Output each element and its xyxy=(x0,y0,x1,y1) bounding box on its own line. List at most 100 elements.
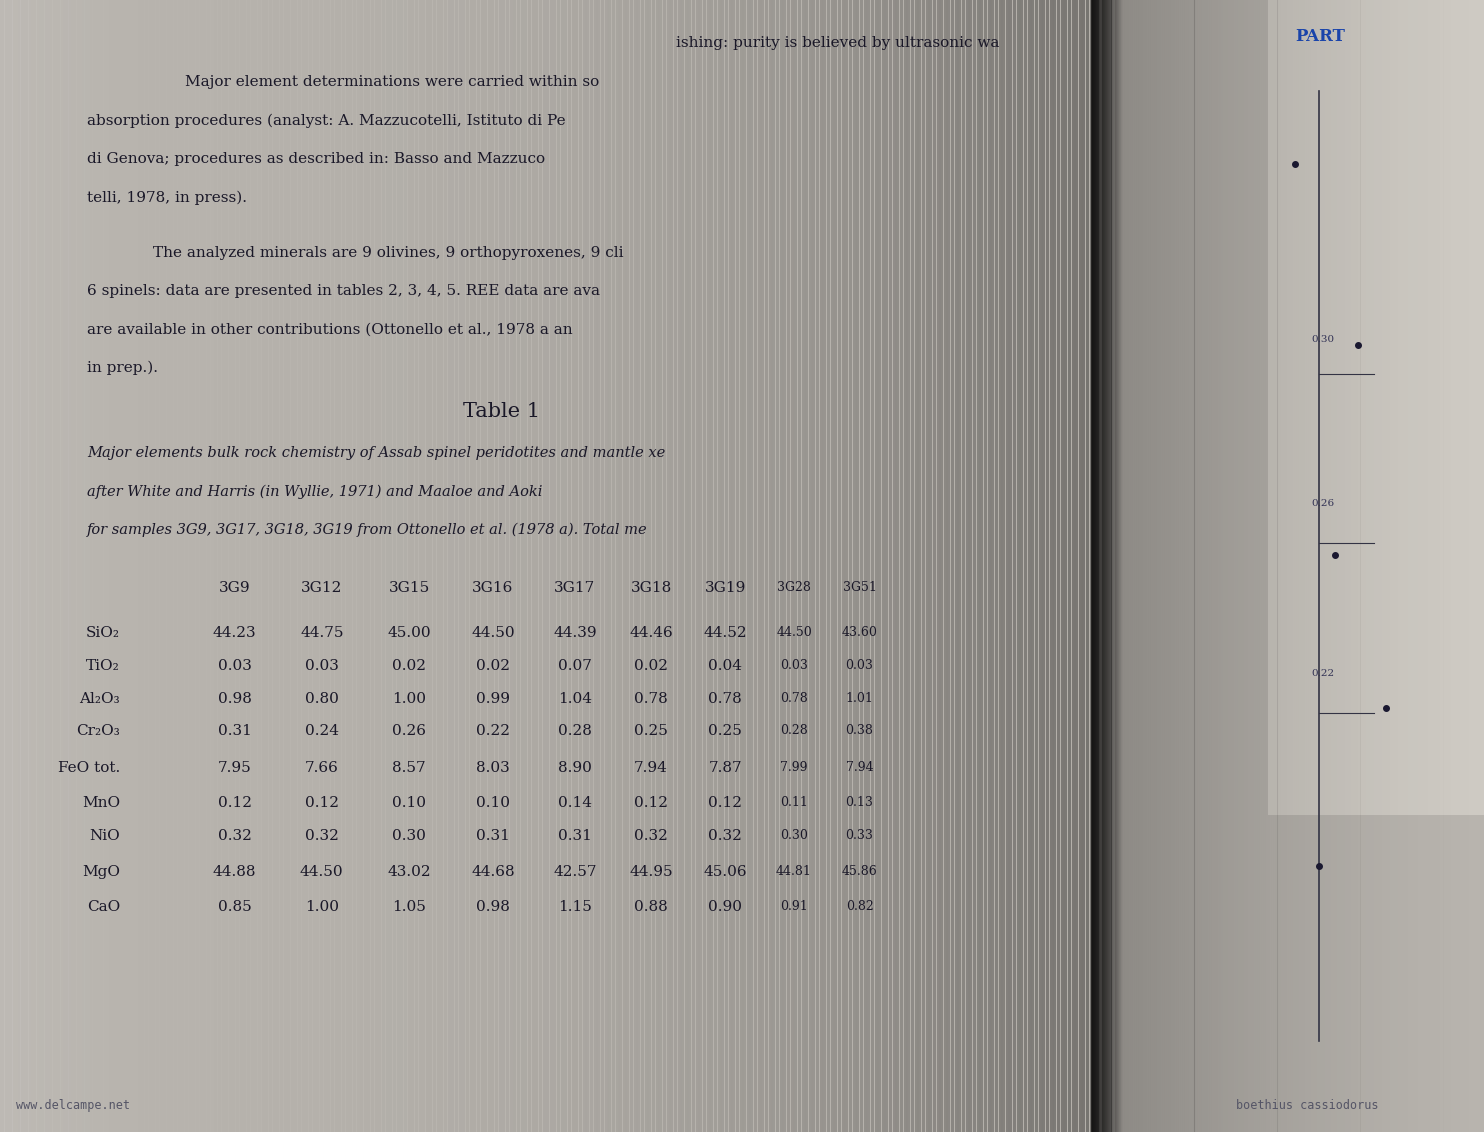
Text: 3G17: 3G17 xyxy=(554,581,595,594)
Text: 0.28: 0.28 xyxy=(558,724,592,738)
Text: 0.31: 0.31 xyxy=(218,724,251,738)
Text: CaO: CaO xyxy=(86,900,120,914)
Text: 3G15: 3G15 xyxy=(389,581,430,594)
Text: di Genova; procedures as described in: Basso and Mazzuco: di Genova; procedures as described in: B… xyxy=(88,152,546,165)
Text: 44.75: 44.75 xyxy=(300,626,343,640)
Text: 7.87: 7.87 xyxy=(708,761,742,774)
Text: 0.78: 0.78 xyxy=(708,692,742,705)
Text: are available in other contributions (Ottonello et al., 1978 a an: are available in other contributions (Ot… xyxy=(88,323,573,336)
Text: 0.85: 0.85 xyxy=(218,900,251,914)
Text: MgO: MgO xyxy=(82,865,120,878)
Text: www.delcampe.net: www.delcampe.net xyxy=(16,1099,131,1112)
Text: 0.98: 0.98 xyxy=(476,900,510,914)
Text: in prep.).: in prep.). xyxy=(88,361,159,376)
Text: Al₂O₃: Al₂O₃ xyxy=(79,692,120,705)
Text: Cr₂O₃: Cr₂O₃ xyxy=(76,724,120,738)
Text: 44.95: 44.95 xyxy=(629,865,672,878)
Text: 0.91: 0.91 xyxy=(781,900,807,912)
Text: 1.01: 1.01 xyxy=(846,692,874,704)
Text: 0.30: 0.30 xyxy=(781,829,807,841)
Text: TiO₂: TiO₂ xyxy=(86,659,120,672)
Text: 1.04: 1.04 xyxy=(558,692,592,705)
Text: 3G19: 3G19 xyxy=(705,581,746,594)
Text: 7.94: 7.94 xyxy=(634,761,668,774)
Text: 0.82: 0.82 xyxy=(846,900,874,912)
Text: 8.03: 8.03 xyxy=(476,761,510,774)
Text: Major element determinations were carried within so: Major element determinations were carrie… xyxy=(186,75,600,88)
Text: 45.06: 45.06 xyxy=(703,865,746,878)
Text: 3G9: 3G9 xyxy=(218,581,251,594)
Text: 45.00: 45.00 xyxy=(387,626,430,640)
Text: 0.28: 0.28 xyxy=(781,724,807,737)
Text: The analyzed minerals are 9 olivines, 9 orthopyroxenes, 9 cli: The analyzed minerals are 9 olivines, 9 … xyxy=(153,246,623,259)
Text: 44.81: 44.81 xyxy=(776,865,812,877)
Text: 1.00: 1.00 xyxy=(304,900,338,914)
Text: 0.12: 0.12 xyxy=(304,796,338,809)
Text: 0.32: 0.32 xyxy=(218,829,251,842)
Text: 42.57: 42.57 xyxy=(554,865,597,878)
Text: for samples 3G9, 3G17, 3G18, 3G19 from Ottonello et al. (1978 a). Total me: for samples 3G9, 3G17, 3G18, 3G19 from O… xyxy=(88,523,649,538)
Text: 0.98: 0.98 xyxy=(218,692,251,705)
Text: 0.31: 0.31 xyxy=(476,829,510,842)
Text: 0.02: 0.02 xyxy=(392,659,426,672)
Text: 1.05: 1.05 xyxy=(392,900,426,914)
Text: 7.94: 7.94 xyxy=(846,761,873,773)
Text: after White and Harris (in Wyllie, 1971) and Maaloe and Aoki: after White and Harris (in Wyllie, 1971)… xyxy=(88,484,543,499)
Text: SiO₂: SiO₂ xyxy=(86,626,120,640)
Text: 44.50: 44.50 xyxy=(472,626,515,640)
Text: 7.95: 7.95 xyxy=(218,761,251,774)
Text: 3G12: 3G12 xyxy=(301,581,343,594)
Text: 0.12: 0.12 xyxy=(218,796,251,809)
Text: NiO: NiO xyxy=(89,829,120,842)
Text: 6 spinels: data are presented in tables 2, 3, 4, 5. REE data are ava: 6 spinels: data are presented in tables … xyxy=(88,284,600,298)
Text: 44.23: 44.23 xyxy=(212,626,257,640)
Text: 0.80: 0.80 xyxy=(304,692,338,705)
Text: 0.26: 0.26 xyxy=(1312,499,1334,508)
Text: 0.99: 0.99 xyxy=(476,692,510,705)
Text: 0.13: 0.13 xyxy=(846,796,874,808)
Text: 0.26: 0.26 xyxy=(392,724,426,738)
Text: ishing: purity is believed by ultrasonic wa: ishing: purity is believed by ultrasonic… xyxy=(677,36,1000,50)
Text: 44.68: 44.68 xyxy=(472,865,515,878)
Text: MnO: MnO xyxy=(82,796,120,809)
Text: 0.11: 0.11 xyxy=(781,796,807,808)
Text: 0.12: 0.12 xyxy=(708,796,742,809)
Text: 0.03: 0.03 xyxy=(218,659,251,672)
Text: 3G18: 3G18 xyxy=(631,581,672,594)
Text: 44.50: 44.50 xyxy=(300,865,344,878)
Text: 0.02: 0.02 xyxy=(634,659,668,672)
Text: 0.38: 0.38 xyxy=(846,724,874,737)
Text: 0.02: 0.02 xyxy=(476,659,510,672)
Text: 44.46: 44.46 xyxy=(629,626,674,640)
Text: 0.88: 0.88 xyxy=(634,900,668,914)
Text: 0.10: 0.10 xyxy=(392,796,426,809)
Text: 43.60: 43.60 xyxy=(841,626,877,638)
Text: 0.22: 0.22 xyxy=(1312,669,1334,678)
Text: 0.03: 0.03 xyxy=(781,659,807,671)
Text: 1.00: 1.00 xyxy=(392,692,426,705)
Text: 8.90: 8.90 xyxy=(558,761,592,774)
Text: 3G16: 3G16 xyxy=(472,581,513,594)
Text: 8.57: 8.57 xyxy=(392,761,426,774)
Text: 0.22: 0.22 xyxy=(476,724,510,738)
Text: 0.14: 0.14 xyxy=(558,796,592,809)
Polygon shape xyxy=(1267,0,1484,815)
Text: boethius cassiodorus: boethius cassiodorus xyxy=(1236,1099,1379,1112)
Text: 0.07: 0.07 xyxy=(558,659,592,672)
Text: 44.50: 44.50 xyxy=(776,626,812,638)
Text: 0.33: 0.33 xyxy=(846,829,874,841)
Text: 0.03: 0.03 xyxy=(304,659,338,672)
Text: 0.32: 0.32 xyxy=(708,829,742,842)
Text: 0.90: 0.90 xyxy=(708,900,742,914)
Text: 0.04: 0.04 xyxy=(708,659,742,672)
Text: 45.86: 45.86 xyxy=(841,865,877,877)
Text: FeO tot.: FeO tot. xyxy=(58,761,120,774)
Text: 0.78: 0.78 xyxy=(781,692,807,704)
Text: 0.03: 0.03 xyxy=(846,659,874,671)
Text: 7.66: 7.66 xyxy=(304,761,338,774)
Text: 7.99: 7.99 xyxy=(781,761,807,773)
Text: 0.30: 0.30 xyxy=(392,829,426,842)
Text: telli, 1978, in press).: telli, 1978, in press). xyxy=(88,190,248,205)
Text: 0.24: 0.24 xyxy=(304,724,338,738)
Text: 44.52: 44.52 xyxy=(703,626,746,640)
